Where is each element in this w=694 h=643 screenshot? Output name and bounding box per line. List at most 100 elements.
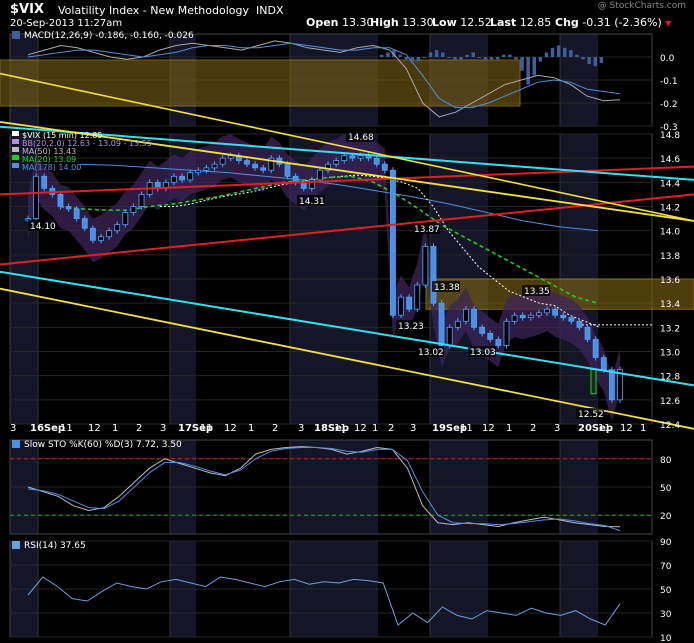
- x-axis-label: 12: [620, 423, 633, 434]
- sto-y-tick: 50: [660, 484, 672, 494]
- x-axis-label: 20Sep: [578, 423, 613, 434]
- macd-histogram-bar: [532, 57, 536, 76]
- price-annotation: 13.23: [398, 322, 424, 332]
- macd-histogram-bar: [520, 57, 524, 71]
- price-legend-swatch: [12, 139, 19, 144]
- macd-legend-swatch: [12, 31, 20, 39]
- price-annotation: 13.03: [470, 348, 496, 358]
- candle-body: [317, 169, 323, 181]
- price-y-tick: 12.6: [660, 397, 680, 407]
- price-candles: [25, 152, 623, 403]
- candle-body: [584, 326, 591, 340]
- candle-body: [333, 160, 340, 165]
- macd-histogram-bar: [459, 57, 463, 60]
- price-y-tick: 13.0: [660, 349, 680, 359]
- candle-body: [479, 326, 486, 334]
- macd-histogram-bar: [465, 54, 469, 57]
- candle-body: [454, 320, 461, 328]
- candle-body: [503, 320, 510, 346]
- candle-body: [268, 157, 275, 171]
- candle-body: [600, 357, 607, 371]
- macd-y-tick: 0.0: [660, 54, 675, 64]
- x-axis-label: 1: [248, 423, 254, 434]
- candle-body: [341, 155, 348, 161]
- x-axis-label: 1: [640, 423, 646, 434]
- rsi-y-tick: 10: [660, 634, 672, 643]
- macd-histogram-bar: [380, 54, 384, 57]
- price-legend-swatch: [12, 147, 19, 152]
- candle-body: [325, 163, 331, 171]
- candle-body: [592, 339, 599, 358]
- x-axis-label: 11: [200, 423, 213, 434]
- macd-histogram-bar: [428, 52, 433, 57]
- candle-body: [406, 296, 413, 310]
- x-axis-label: 3: [160, 423, 166, 434]
- sto-y-tick: 80: [660, 456, 672, 466]
- macd-histogram-bar: [398, 54, 402, 57]
- rsi-y-tick: 90: [660, 538, 672, 548]
- macd-legend: MACD(12,26,9) -0.186, -0.160, -0.026: [24, 31, 194, 41]
- price-annotation-bg: [297, 195, 325, 206]
- candle-body: [138, 194, 145, 207]
- trend-lines: [0, 72, 694, 430]
- candle-body: [422, 245, 429, 286]
- price-y-tick: 13.8: [660, 252, 680, 262]
- price-y-tick: 14.6: [660, 155, 680, 165]
- price-annotation: 13.35: [524, 287, 550, 297]
- candle-body: [519, 314, 526, 319]
- rsi-y-tick: 50: [660, 586, 672, 596]
- macd-histogram-bar: [575, 54, 579, 57]
- rsi-legend: RSI(14) 37.65: [24, 541, 86, 551]
- x-axis-label: 11: [334, 423, 347, 434]
- macd-histogram-bar: [514, 57, 518, 60]
- price-y-tick: 14.0: [660, 228, 680, 238]
- quote-low: Low 12.52: [432, 16, 492, 29]
- candle-body: [438, 302, 445, 346]
- x-axis-label: 19Sep: [432, 423, 467, 434]
- candle-body: [195, 169, 202, 174]
- cyan-channel-upper: [0, 125, 694, 181]
- macd-histogram-bar: [477, 57, 482, 58]
- candle-body: [98, 236, 104, 241]
- macd-y-tick: -0.2: [660, 100, 678, 110]
- candle-body: [203, 167, 210, 171]
- macd-histogram-bar: [581, 57, 585, 60]
- macd-signal-line: [27, 42, 621, 109]
- price-annotation-bg: [522, 285, 550, 296]
- x-axis-label: 3: [10, 423, 16, 434]
- candle-body: [544, 308, 550, 314]
- x-axis-label: 18Sep: [314, 423, 349, 434]
- price-legend-swatch: [12, 131, 19, 136]
- candle-body: [527, 314, 534, 319]
- red-trend-lower: [0, 193, 694, 266]
- indicator-lines: [10, 40, 652, 626]
- price-annotation-bg: [432, 281, 460, 292]
- macd-histogram-bar: [422, 57, 427, 58]
- macd-histogram-bar: [441, 52, 445, 57]
- price-annotation-bg: [346, 131, 374, 142]
- sto-legend: Slow STO %K(60) %D(3) 7.72, 3.50: [24, 440, 182, 450]
- candle-body: [463, 308, 469, 322]
- macd-histogram-bar: [495, 57, 500, 60]
- macd-histogram-bar: [471, 52, 475, 57]
- price-y-tick: 13.2: [660, 324, 680, 334]
- macd-histogram-bar: [410, 57, 414, 62]
- x-axis-label: 12: [88, 423, 101, 434]
- macd-histogram-bar: [508, 54, 512, 57]
- price-y-tick: 14.2: [660, 204, 680, 214]
- price-legend: MA(178) 14.00: [22, 163, 81, 172]
- candle-body: [430, 245, 437, 304]
- x-axis-label: 3: [410, 423, 416, 434]
- last-candle: [590, 369, 597, 395]
- rsi-y-tick: 70: [660, 562, 672, 572]
- macd-y-tick: -0.3: [660, 123, 678, 133]
- x-axis-label: 2: [136, 423, 142, 434]
- candle-body: [25, 218, 31, 221]
- price-annotation: 13.38: [434, 283, 460, 293]
- price-annotation-bg: [396, 320, 424, 331]
- price-legend: MA(50) 13.43: [22, 147, 76, 156]
- candle-body: [536, 312, 542, 316]
- price-annotation: 13.87: [414, 225, 440, 235]
- candle-body: [576, 320, 583, 328]
- candle-body: [608, 369, 615, 401]
